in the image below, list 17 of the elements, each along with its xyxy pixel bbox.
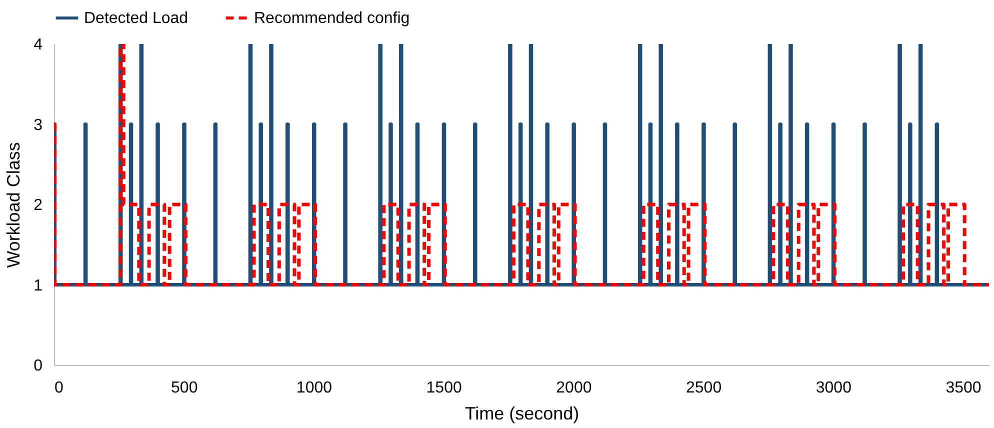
y-tick-label: 1: [34, 277, 43, 294]
x-tick-label: 3000: [816, 380, 852, 396]
x-tick-label: 2500: [686, 380, 722, 396]
y-tick-label: 0: [34, 358, 43, 374]
legend-label: Detected Load: [84, 10, 188, 27]
x-tick-label: 0: [54, 380, 64, 396]
x-tick-label: 3500: [946, 380, 982, 396]
x-axis-title: Time (second): [464, 404, 580, 424]
x-tick-label: 500: [171, 380, 198, 396]
y-tick-label: 4: [34, 36, 43, 54]
x-tick-label: 2000: [556, 380, 592, 396]
legend-label: Recommended config: [254, 10, 410, 27]
x-tick-label: 1500: [426, 380, 462, 396]
y-tick-label: 3: [34, 116, 43, 134]
y-axis-title: Workload Class: [4, 142, 24, 268]
x-tick-label: 1000: [296, 380, 332, 396]
y-tick-label: 2: [34, 197, 43, 214]
